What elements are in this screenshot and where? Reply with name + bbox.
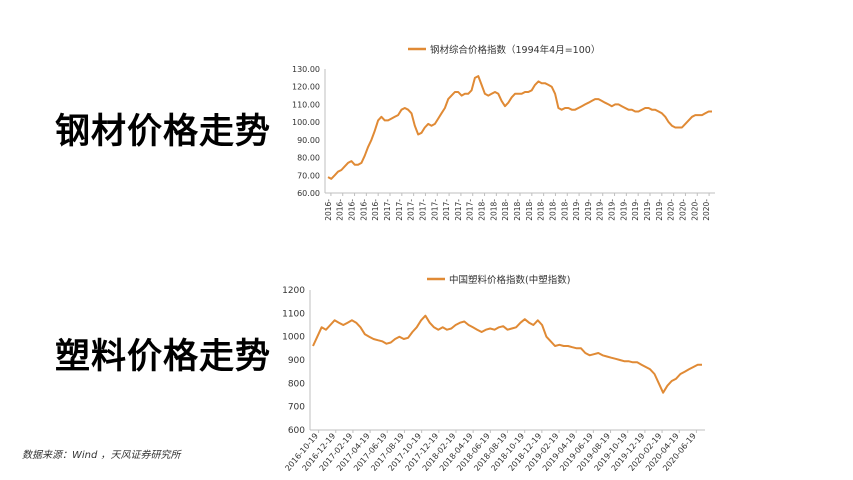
data-source-note: 数据来源：Wind ，天风证券研究所 <box>22 450 181 461</box>
x-tick-label: 2019- <box>655 199 664 221</box>
steel-price-chart: 60.00 70.00 80.00 90.00 100.00 110.00 120.00 13… <box>292 44 715 221</box>
x-tick-label: 2018- <box>537 199 546 221</box>
x-tick-label: 2017- <box>395 199 404 221</box>
series-line <box>327 75 712 180</box>
x-tick-label: 2019- <box>608 199 617 221</box>
y-tick-label: 120.00 <box>292 83 320 92</box>
x-tick-label: 2016- <box>371 199 380 221</box>
y-tick-label: 900 <box>288 356 305 366</box>
x-tick-label: 2019- <box>596 199 605 221</box>
x-tick-label: 2019- <box>584 199 593 221</box>
x-tick-label: 2017- <box>418 199 427 221</box>
x-tick-label: 2016- <box>336 199 345 221</box>
y-tick-label: 800 <box>288 379 305 389</box>
x-tick-label: 2020- <box>678 199 687 221</box>
x-tick-label: 2017- <box>407 199 416 221</box>
x-tick-label: 2017- <box>383 199 392 221</box>
x-tick-label: 2019- <box>643 199 652 221</box>
x-tick-label: 2017- <box>442 199 451 221</box>
y-tick-label: 1100 <box>282 309 305 319</box>
x-tick-label: 2020- <box>667 199 676 221</box>
x-tick-label: 2018- <box>478 199 487 221</box>
y-tick-label: 1200 <box>282 286 305 296</box>
y-tick-label: 1000 <box>282 333 305 343</box>
y-tick-label: 80.00 <box>297 154 320 163</box>
x-tick-label: 2018- <box>560 199 569 221</box>
y-tick-label: 700 <box>288 403 305 413</box>
series-line <box>312 314 702 394</box>
y-tick-label: 100.00 <box>292 118 320 127</box>
x-tick-label: 2017- <box>430 199 439 221</box>
x-tick-label: 2018- <box>501 199 510 221</box>
x-tick-label: 2017- <box>454 199 463 221</box>
x-tick-label: 2017- <box>466 199 475 221</box>
y-tick-label: 70.00 <box>297 171 320 180</box>
x-tick-label: 2018- <box>489 199 498 221</box>
plastic-price-trend-title: 塑料价格走势 <box>55 337 272 377</box>
y-tick-label: 110.00 <box>292 100 320 109</box>
x-tick-label: 2016- <box>348 199 357 221</box>
x-tick-label: 2016- <box>324 199 333 221</box>
x-tick-label: 2018- <box>548 199 557 221</box>
x-tick-label: 2020- <box>702 199 711 221</box>
y-tick-label: 130.00 <box>292 65 320 74</box>
x-tick-label: 2018- <box>513 199 522 221</box>
y-tick-label: 600 <box>288 426 305 436</box>
x-tick-label: 2020- <box>690 199 699 221</box>
legend-label: 中国塑料价格指数(中塑指数) <box>449 274 570 286</box>
x-tick-label: 2016- <box>359 199 368 221</box>
y-tick-label: 90.00 <box>297 136 320 145</box>
x-tick-label: 2018- <box>525 199 534 221</box>
x-tick-label: 2019- <box>631 199 640 221</box>
y-tick-label: 60.00 <box>297 189 320 198</box>
legend-label: 钢材综合价格指数（1994年4月=100） <box>430 44 600 56</box>
steel-price-trend-title: 钢材价格走势 <box>55 112 272 152</box>
x-tick-label: 2019- <box>572 199 581 221</box>
x-tick-label: 2019- <box>619 199 628 221</box>
